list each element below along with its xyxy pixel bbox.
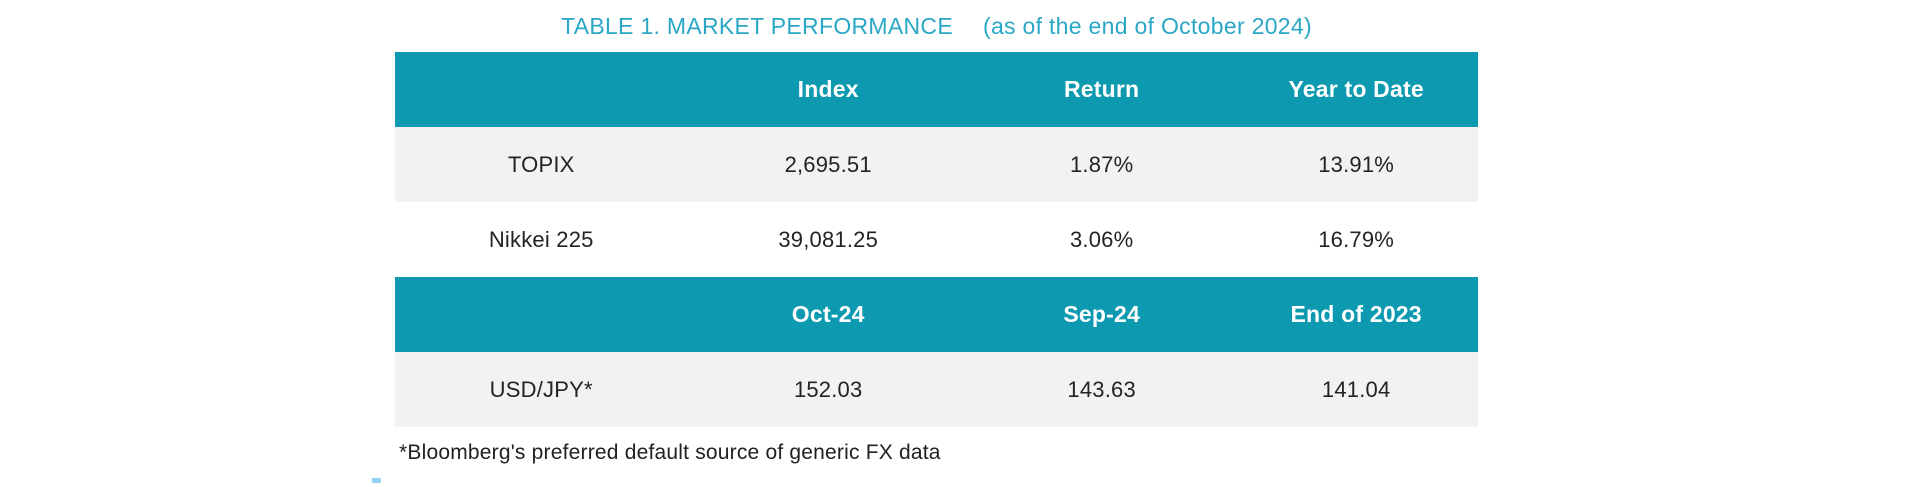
header-row-fx: Oct-24 Sep-24 End of 2023 (395, 277, 1478, 352)
table-row-usdjpy: USD/JPY* 152.03 143.63 141.04 (395, 352, 1478, 427)
nikkei-index-value: 39,081.25 (687, 202, 969, 277)
table-row-nikkei: Nikkei 225 39,081.25 3.06% 16.79% (395, 202, 1478, 277)
header-cell-sep24: Sep-24 (968, 277, 1235, 352)
topix-ytd-value: 13.91% (1234, 127, 1478, 202)
table-title: TABLE 1. MARKET PERFORMANCE (as of the en… (395, 13, 1478, 40)
row-label-topix: TOPIX (395, 127, 688, 202)
artifact-mark (372, 478, 381, 483)
nikkei-return-value: 3.06% (968, 202, 1235, 277)
row-label-usdjpy: USD/JPY* (395, 352, 688, 427)
nikkei-ytd-value: 16.79% (1234, 202, 1478, 277)
header-cell-blank-fx (395, 277, 688, 352)
header-row-indices: Index Return Year to Date (395, 52, 1478, 127)
market-performance-table: Index Return Year to Date TOPIX 2,695.51… (395, 52, 1478, 427)
header-cell-index: Index (687, 52, 969, 127)
header-cell-return: Return (968, 52, 1235, 127)
topix-index-value: 2,695.51 (687, 127, 969, 202)
table-title-suffix: (as of the end of October 2024) (982, 13, 1312, 39)
table-row-topix: TOPIX 2,695.51 1.87% 13.91% (395, 127, 1478, 202)
header-cell-blank (395, 52, 688, 127)
usdjpy-oct24-value: 152.03 (687, 352, 969, 427)
footnote: *Bloomberg's preferred default source of… (399, 441, 941, 464)
header-cell-ytd: Year to Date (1234, 52, 1478, 127)
header-cell-oct24: Oct-24 (687, 277, 969, 352)
table-title-main: TABLE 1. MARKET PERFORMANCE (561, 13, 953, 39)
row-label-nikkei: Nikkei 225 (395, 202, 688, 277)
header-cell-end2023: End of 2023 (1234, 277, 1478, 352)
topix-return-value: 1.87% (968, 127, 1235, 202)
usdjpy-sep24-value: 143.63 (968, 352, 1235, 427)
usdjpy-end2023-value: 141.04 (1234, 352, 1478, 427)
